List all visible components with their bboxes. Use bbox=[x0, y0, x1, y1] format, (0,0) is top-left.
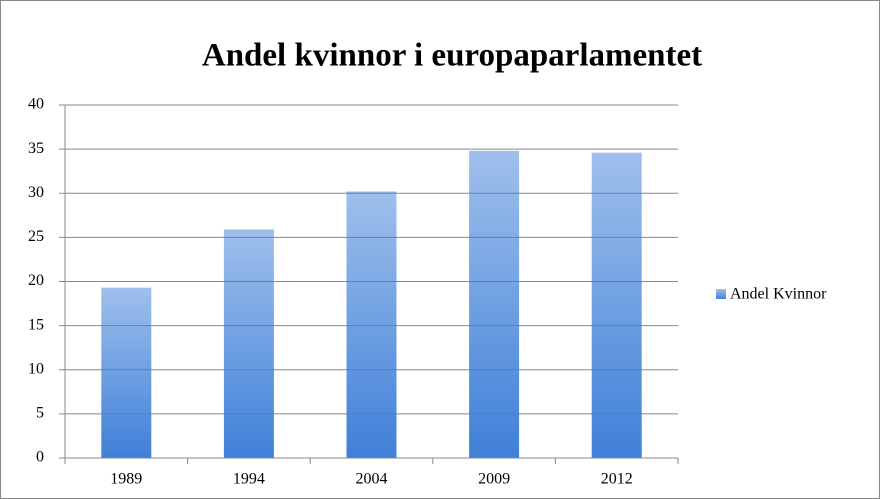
y-tick-label: 15 bbox=[28, 316, 44, 333]
x-tick-label: 2009 bbox=[478, 471, 510, 488]
x-tick-label: 1989 bbox=[110, 471, 142, 488]
x-tick-label: 1994 bbox=[233, 471, 265, 488]
bar bbox=[346, 191, 397, 459]
bar bbox=[223, 229, 274, 458]
y-tick-label: 20 bbox=[28, 272, 44, 289]
y-tick-label: 10 bbox=[28, 360, 44, 377]
x-tick-label: 2012 bbox=[601, 471, 633, 488]
bar bbox=[469, 150, 520, 458]
y-tick-label: 40 bbox=[28, 96, 44, 113]
y-tick-label: 0 bbox=[36, 449, 44, 466]
bar bbox=[591, 152, 642, 458]
chart-title: Andel kvinnor i europaparlamentet bbox=[202, 38, 702, 74]
y-tick-label: 35 bbox=[28, 140, 44, 157]
y-tick-label: 30 bbox=[28, 184, 44, 201]
x-tick-label: 2004 bbox=[356, 471, 388, 488]
legend-swatch bbox=[716, 289, 726, 299]
bar bbox=[101, 287, 152, 458]
y-tick-label: 5 bbox=[36, 405, 44, 422]
legend-label: Andel Kvinnor bbox=[730, 286, 827, 303]
y-tick-label: 25 bbox=[28, 228, 44, 245]
